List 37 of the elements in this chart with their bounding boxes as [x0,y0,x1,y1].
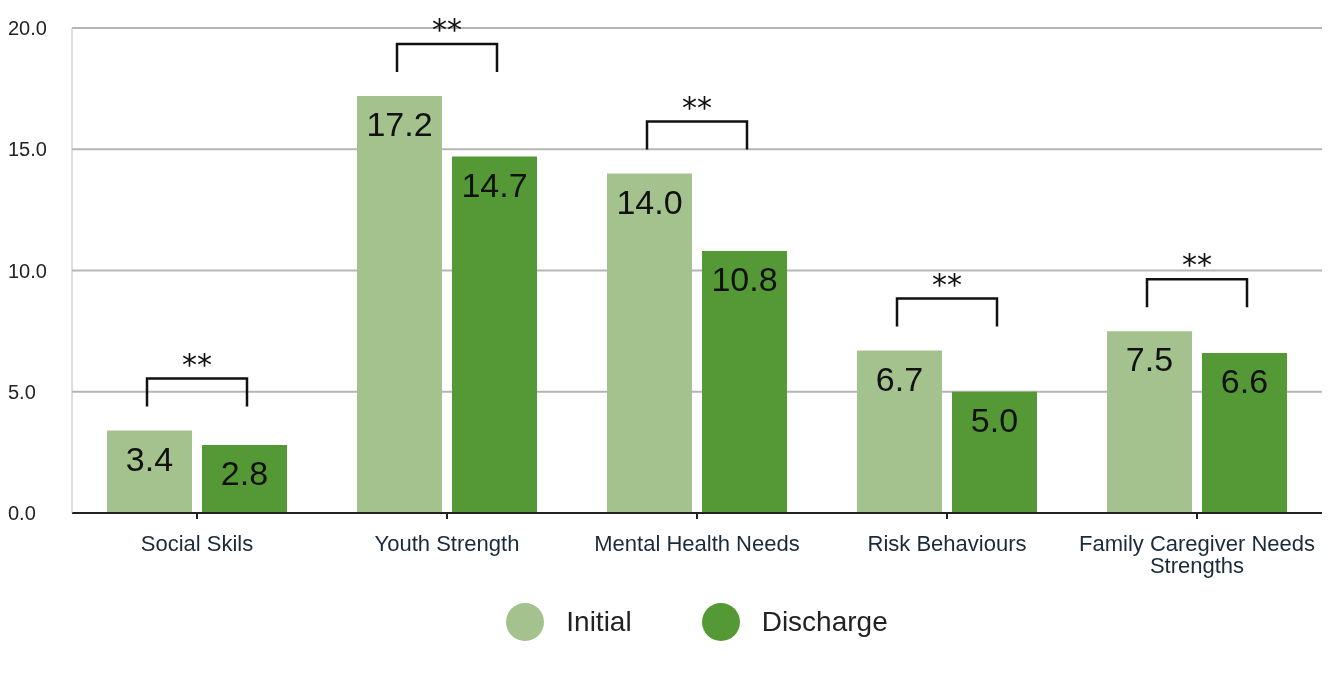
annotation: ** [182,346,212,382]
y-tick-label: 5.0 [8,380,36,403]
x-tick-label: Mental Health Needs [594,530,800,556]
annotation: ** [1182,247,1212,283]
data-label: 14.7 [461,165,528,204]
y-tick-label: 0.0 [8,502,36,525]
annotation: ** [682,89,712,125]
bar [107,430,192,513]
y-tick-label: 20.0 [8,17,47,40]
bar [857,350,942,513]
annotation: ** [932,266,962,302]
bar [1202,352,1287,513]
data-label: 5.0 [970,400,1019,439]
x-tick-label: Family Caregiver Needs Strengths [1079,530,1315,578]
data-label: 17.2 [366,104,433,143]
data-label: 6.6 [1220,361,1269,400]
x-tick-label: Youth Strength [374,530,520,556]
data-label: 7.5 [1125,340,1174,379]
bar [607,173,692,513]
data-label: 3.4 [125,439,174,478]
bar [952,391,1037,513]
legend-label: Discharge [761,606,888,638]
y-tick-label: 15.0 [8,138,47,161]
data-label: 2.8 [220,454,269,493]
data-label: 10.8 [711,260,778,299]
bar [452,156,537,513]
bar [357,95,442,513]
x-tick-label: Risk Behaviours [867,530,1027,556]
data-label: 6.7 [875,359,924,398]
bar [202,445,287,513]
y-tick-label: 10.0 [8,259,47,282]
bar [702,251,787,513]
data-label: 14.0 [616,182,683,221]
x-tick-label: Social Skils [140,530,254,556]
bar [1107,331,1192,513]
annotation: ** [432,11,462,47]
legend-label: Initial [566,606,632,638]
